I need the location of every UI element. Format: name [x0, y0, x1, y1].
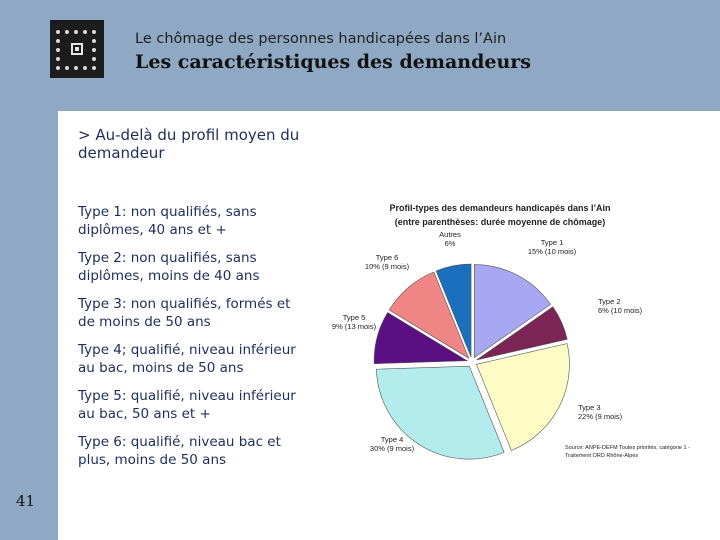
pie-slice-type-3 — [476, 343, 570, 451]
logo-dot — [92, 30, 96, 34]
type-item-6: Type 6: qualifié, niveau bac et plus, mo… — [78, 434, 281, 468]
page-number: 41 — [16, 492, 36, 510]
slice-label: Type 3 — [578, 403, 601, 412]
slide-header: Le chômage des personnes handicapées dan… — [0, 0, 720, 100]
slice-value-label: 10% (9 mois) — [365, 262, 410, 271]
chart-source-line-1: Source: ANPE-DEFM Toutes priorités, caté… — [565, 445, 690, 451]
pie-slice-type-1 — [474, 264, 552, 359]
slice-value-label: 30% (9 mois) — [370, 444, 415, 453]
type-item-1: Type 1: non qualifiés, sans diplômes, 40… — [78, 204, 257, 238]
type-item-5: Type 5: qualifié, niveau inférieur au ba… — [78, 388, 296, 422]
logo-dot — [92, 39, 96, 43]
slice-label: Autres — [439, 230, 461, 239]
slice-value-label: 15% (10 mois) — [528, 247, 577, 256]
type-item-2: Type 2: non qualifiés, sans diplômes, mo… — [78, 250, 260, 284]
slice-label: Type 6 — [376, 253, 399, 262]
pie-slice-type-4 — [376, 365, 505, 460]
pie-slice-type-6 — [388, 271, 470, 359]
logo-dot — [56, 57, 60, 61]
chart-subtitle: (entre parenthèses: durée moyenne de chô… — [395, 217, 606, 227]
logo-dot — [92, 66, 96, 70]
content-panel: > Au-delà du profil moyen du demandeur T… — [58, 111, 720, 540]
slice-label: Type 1 — [541, 238, 564, 247]
logo-dot — [74, 66, 78, 70]
pie-slice-type-2 — [476, 306, 568, 361]
slice-value-label: 6% (10 mois) — [598, 306, 643, 315]
logo-dot — [65, 66, 69, 70]
pie-chart: Profil-types des demandeurs handicapés d… — [332, 203, 691, 460]
logo-dot — [56, 66, 60, 70]
logo-center — [71, 43, 83, 55]
type-item-4: Type 4; qualifié, niveau inférieur au ba… — [78, 342, 296, 376]
logo-dot — [83, 66, 87, 70]
section-heading: > Au-delà du profil moyen du demandeur — [78, 126, 300, 162]
chart-source: Source: ANPE-DEFM Toutes priorités, caté… — [565, 445, 691, 459]
type-list: Type 1: non qualifiés, sans diplômes, 40… — [78, 204, 310, 480]
logo-dot — [56, 30, 60, 34]
logo-dot — [83, 30, 87, 34]
pie-slice-autres — [435, 263, 472, 358]
slide-title: Les caractéristiques des demandeurs — [135, 51, 531, 73]
slice-value-label: 9% (13 mois) — [332, 322, 377, 331]
logo-dot — [56, 48, 60, 52]
slice-label: Type 5 — [343, 313, 366, 322]
slice-label: Type 4 — [381, 435, 404, 444]
slice-label: Type 2 — [598, 297, 621, 306]
slice-value-label: 22% (9 mois) — [578, 412, 623, 421]
logo-dot — [92, 57, 96, 61]
type-item-3: Type 3: non qualifiés, formés et de moin… — [78, 296, 291, 330]
chart-title: Profil-types des demandeurs handicapés d… — [389, 203, 610, 213]
logo-dot — [74, 30, 78, 34]
chart-source-line-2: Traitement ORD Rhône-Alpes — [565, 453, 638, 459]
slide-subtitle: Le chômage des personnes handicapées dan… — [135, 31, 507, 47]
logo-icon — [50, 20, 104, 78]
pie-slice-type-5 — [373, 312, 469, 365]
logo-dot — [56, 39, 60, 43]
logo-dot — [65, 30, 69, 34]
logo-dot — [92, 48, 96, 52]
slice-value-label: 6% — [445, 239, 456, 248]
